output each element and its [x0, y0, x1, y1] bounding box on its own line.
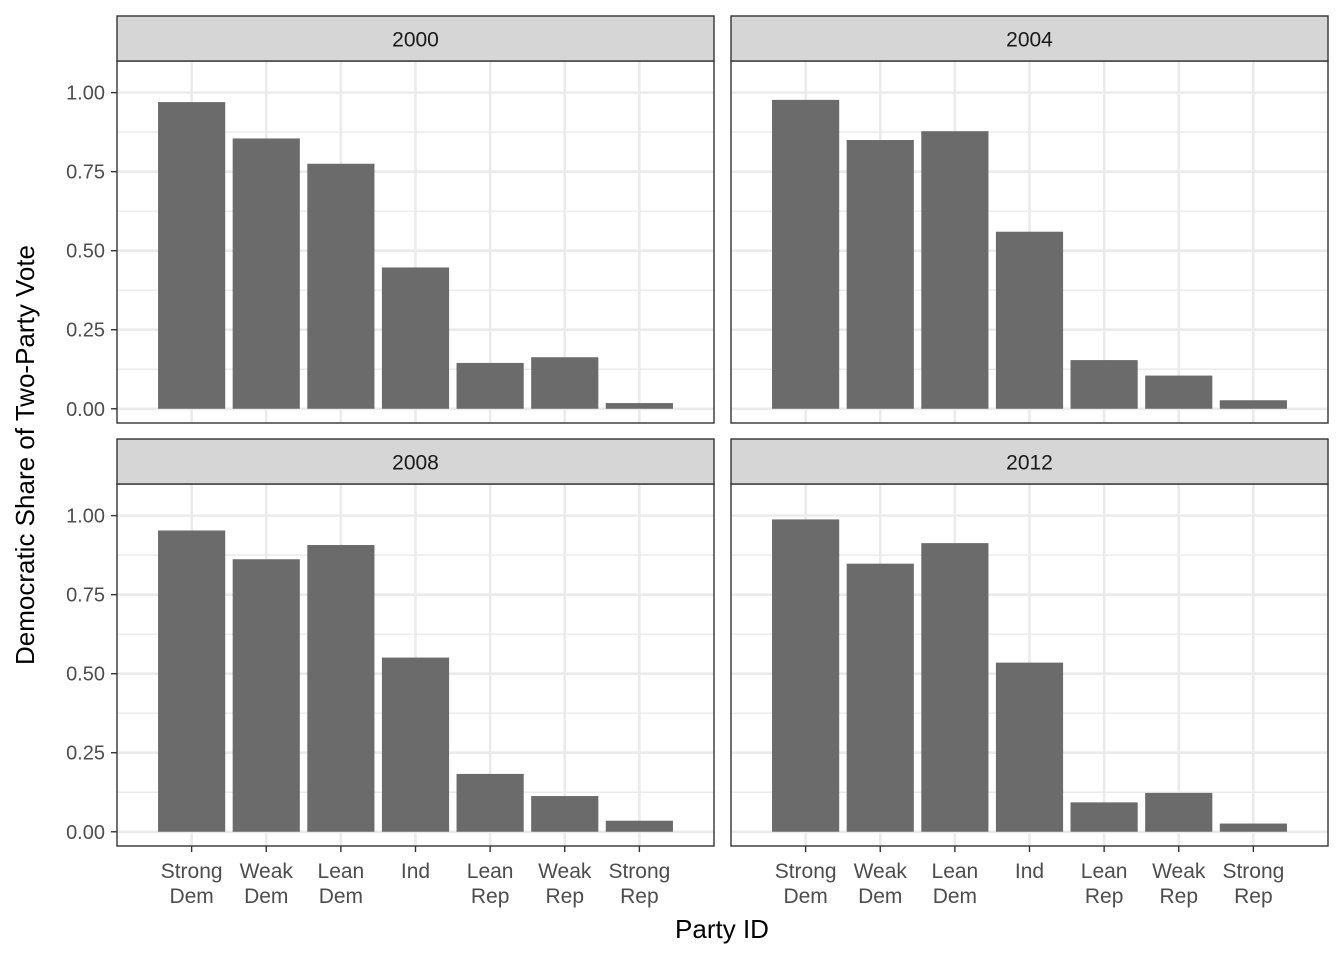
- x-tick-label: Weak Dem: [854, 860, 908, 908]
- y-tick-label: 1.00: [66, 506, 105, 528]
- bar: [456, 362, 524, 409]
- facet-title: 2008: [392, 452, 439, 475]
- bar: [232, 559, 300, 832]
- bar: [1219, 823, 1287, 832]
- panel-2004: 2004: [730, 15, 1329, 424]
- x-tick-label: Lean Dem: [932, 860, 979, 908]
- bar: [381, 267, 450, 409]
- bar: [381, 657, 450, 832]
- x-tick-label: Strong Rep: [608, 860, 670, 908]
- x-tick-label: Weak Dem: [240, 860, 294, 908]
- x-tick-label: Lean Dem: [318, 860, 365, 908]
- bar: [1145, 792, 1213, 832]
- y-tick-label: 0.00: [66, 822, 105, 844]
- bar: [531, 357, 599, 409]
- bar: [307, 163, 375, 409]
- facet-strip: [116, 15, 715, 62]
- bar: [1070, 360, 1138, 409]
- bar: [158, 102, 226, 409]
- bar: [995, 662, 1064, 832]
- bar: [531, 796, 599, 832]
- bar: [456, 773, 524, 832]
- x-tick-label: Strong Rep: [1222, 860, 1284, 908]
- x-tick-label: Ind: [401, 860, 430, 883]
- y-axis-title: Democratic Share of Two-Party Vote: [10, 245, 40, 665]
- y-tick-label: 0.75: [66, 162, 105, 184]
- panel-2008: 2008: [116, 438, 715, 847]
- x-tick-label: Ind: [1015, 860, 1044, 883]
- bar: [772, 519, 840, 832]
- y-tick-label: 0.25: [66, 743, 105, 765]
- y-tick-label: 0.00: [66, 399, 105, 421]
- bar: [846, 563, 914, 832]
- bar: [846, 140, 914, 409]
- bar: [158, 530, 226, 832]
- x-tick-label: Weak Rep: [538, 860, 592, 908]
- facet-strip: [116, 438, 715, 485]
- panel-2012: 2012: [730, 438, 1329, 847]
- facet-title: 2000: [392, 29, 439, 52]
- x-tick-label: Strong Dem: [775, 860, 837, 908]
- x-tick-label: Lean Rep: [467, 860, 514, 908]
- facet-title: 2004: [1006, 29, 1053, 52]
- bar: [307, 545, 375, 832]
- facet-title: 2012: [1006, 452, 1053, 475]
- bar: [232, 138, 300, 409]
- y-tick-label: 1.00: [66, 83, 105, 105]
- facet-strip: [730, 438, 1329, 485]
- bar: [1219, 400, 1287, 409]
- x-tick-label: Weak Rep: [1152, 860, 1206, 908]
- bar: [921, 543, 989, 832]
- bar: [772, 99, 840, 409]
- panel-2000: 2000: [116, 15, 715, 424]
- x-axis-title: Party ID: [675, 914, 769, 944]
- y-tick-label: 0.75: [66, 585, 105, 607]
- bar: [1070, 802, 1138, 832]
- y-tick-label: 0.25: [66, 320, 105, 342]
- y-tick-label: 0.50: [66, 664, 105, 686]
- bar: [995, 231, 1064, 409]
- facet-strip: [730, 15, 1329, 62]
- bar: [1145, 375, 1213, 409]
- x-tick-label: Strong Dem: [161, 860, 223, 908]
- x-tick-label: Lean Rep: [1081, 860, 1128, 908]
- bar: [605, 820, 673, 832]
- y-tick-label: 0.50: [66, 241, 105, 263]
- axes: 0.00 0.25 0.50 0.75 1.00 0.00 0.25 0.50 0.75 1.00…: [66, 83, 1284, 908]
- panels: 2000 2004 2008 2012: [116, 15, 1329, 847]
- bar: [605, 403, 673, 409]
- bar: [921, 131, 989, 409]
